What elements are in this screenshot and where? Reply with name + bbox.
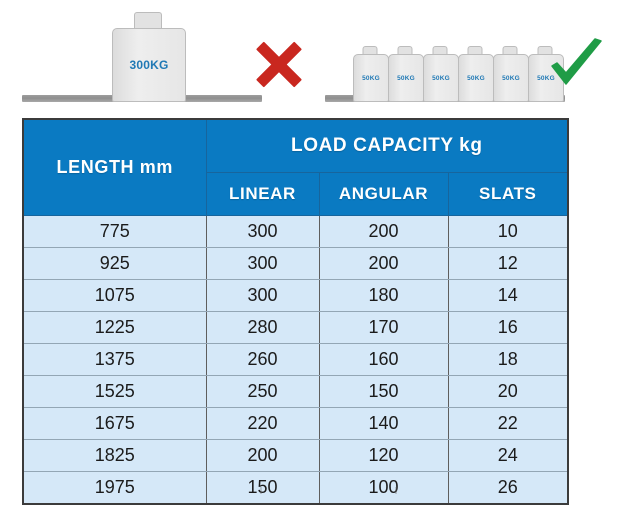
cell-length: 1375 [22, 343, 207, 376]
bottom-edge-artifact [230, 487, 430, 494]
cell-length: 1975 [22, 471, 207, 505]
cell-slats: 26 [447, 471, 569, 505]
load-capacity-table-container: LENGTH mm LOAD CAPACITY kg LINEAR ANGULA… [22, 118, 570, 505]
cell-angular: 150 [318, 375, 449, 408]
cell-angular: 120 [318, 439, 449, 472]
check-icon [548, 38, 604, 90]
cell-linear: 260 [205, 343, 320, 376]
weight-label: 50KG [467, 74, 485, 82]
header-angular: ANGULAR [318, 172, 449, 216]
cell-angular: 140 [318, 407, 449, 440]
weight-body: 300KG [112, 28, 186, 102]
cell-linear: 280 [205, 311, 320, 344]
cell-linear: 250 [205, 375, 320, 408]
weight-body: 50KG [353, 54, 389, 102]
cell-angular: 200 [318, 247, 449, 280]
cell-linear: 300 [205, 279, 320, 312]
cell-angular: 200 [318, 215, 449, 248]
table-row: 1675 220 140 22 [22, 407, 569, 440]
cell-slats: 14 [447, 279, 569, 312]
weight-label: 50KG [432, 74, 450, 82]
weight-body: 50KG [493, 54, 529, 102]
cell-slats: 10 [447, 215, 569, 248]
header-length: LENGTH mm [22, 118, 207, 216]
table-row: 1075 300 180 14 [22, 279, 569, 312]
cell-slats: 20 [447, 375, 569, 408]
weight-50kg-5: 50KG [493, 46, 529, 102]
weight-300kg: 300KG [112, 12, 186, 102]
table-row: 775 300 200 10 [22, 215, 569, 248]
cell-length: 1825 [22, 439, 207, 472]
weight-body: 50KG [423, 54, 459, 102]
cell-linear: 220 [205, 407, 320, 440]
table-body: 775 300 200 10 925 300 200 12 1075 300 1… [22, 215, 569, 505]
weight-label: 50KG [397, 74, 415, 82]
cell-angular: 170 [318, 311, 449, 344]
cell-length: 775 [22, 215, 207, 248]
cell-angular: 180 [318, 279, 449, 312]
weight-50kg-4: 50KG [458, 46, 494, 102]
weight-50kg-1: 50KG [353, 46, 389, 102]
cell-linear: 300 [205, 247, 320, 280]
header-slats: SLATS [447, 172, 569, 216]
table-row: 1825 200 120 24 [22, 439, 569, 472]
cell-slats: 22 [447, 407, 569, 440]
weight-body: 50KG [388, 54, 424, 102]
cell-length: 925 [22, 247, 207, 280]
table-header-row-1: LENGTH mm LOAD CAPACITY kg [22, 118, 569, 216]
cell-slats: 18 [447, 343, 569, 376]
check-icon-svg [551, 38, 602, 85]
table-row: 925 300 200 12 [22, 247, 569, 280]
table-row: 1225 280 170 16 [22, 311, 569, 344]
weight-label: 50KG [537, 74, 555, 82]
cell-angular: 160 [318, 343, 449, 376]
cell-slats: 12 [447, 247, 569, 280]
weight-label: 50KG [502, 74, 520, 82]
weight-body: 50KG [458, 54, 494, 102]
weight-label: 300KG [129, 58, 169, 72]
cell-slats: 24 [447, 439, 569, 472]
cell-linear: 200 [205, 439, 320, 472]
table-header-row-2: LINEAR ANGULAR SLATS [23, 172, 569, 216]
header-load-capacity: LOAD CAPACITY kg [205, 118, 569, 173]
table-row: 1375 260 160 18 [22, 343, 569, 376]
cell-length: 1525 [22, 375, 207, 408]
cell-length: 1075 [22, 279, 207, 312]
load-distribution-illustration: 300KG 50KG 50KG 50KG 50KG 50KG [0, 0, 644, 112]
weight-50kg-3: 50KG [423, 46, 459, 102]
weight-label: 50KG [362, 74, 380, 82]
weight-50kg-2: 50KG [388, 46, 424, 102]
cell-length: 1675 [22, 407, 207, 440]
cell-slats: 16 [447, 311, 569, 344]
cross-icon [255, 40, 303, 88]
cell-length: 1225 [22, 311, 207, 344]
table-row: 1525 250 150 20 [22, 375, 569, 408]
table-header: LENGTH mm LOAD CAPACITY kg LINEAR ANGULA… [22, 118, 569, 216]
cell-linear: 300 [205, 215, 320, 248]
header-linear: LINEAR [205, 172, 320, 216]
load-capacity-table: LENGTH mm LOAD CAPACITY kg LINEAR ANGULA… [22, 118, 570, 505]
